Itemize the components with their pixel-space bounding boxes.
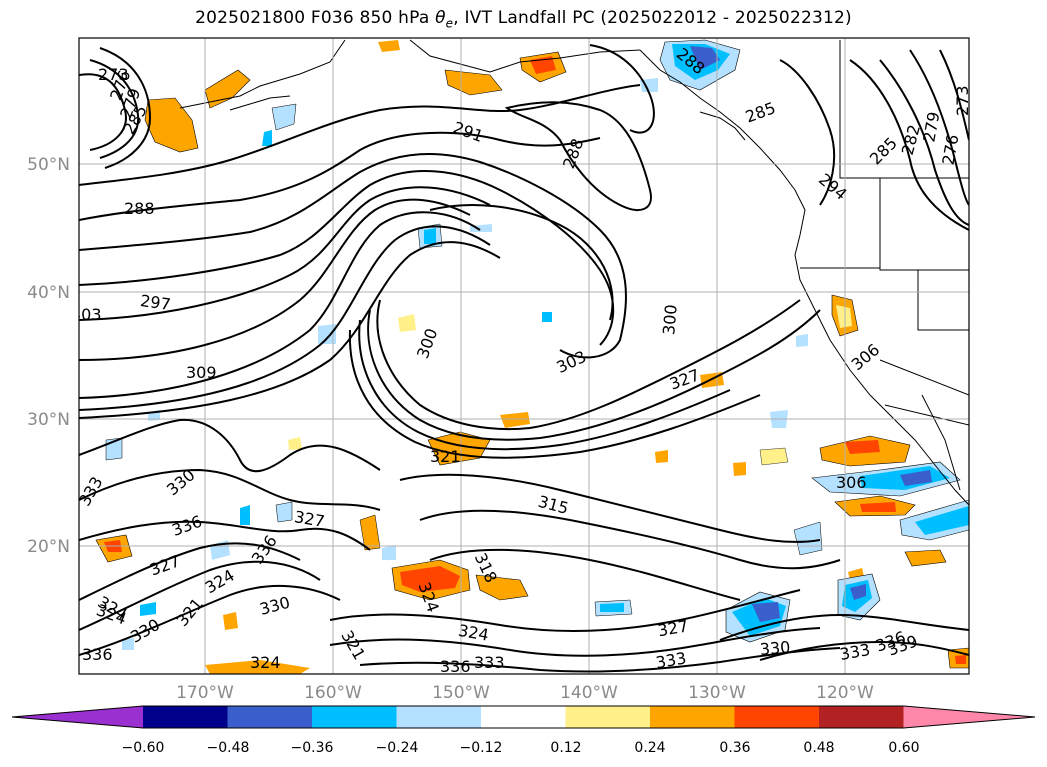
map-title: 2025021800 F036 850 hPa θe, IVT Landfall…: [0, 8, 1047, 30]
colorbar-tick: −0.48: [207, 740, 250, 756]
theta-e-contours: [79, 44, 969, 673]
negative-shading: [105, 39, 969, 650]
title-prefix: 2025021800 F036 850 hPa: [195, 8, 436, 28]
lat-label: 20°N: [27, 537, 70, 557]
colorbar-segment: [650, 706, 735, 728]
lon-label: 160°W: [304, 683, 362, 703]
title-suffix: , IVT Landfall PC (2025022012 - 20250223…: [453, 8, 852, 28]
colorbar-tick: 0.12: [550, 740, 581, 756]
colorbar-extend-max: [903, 706, 1035, 728]
lon-label: 130°W: [688, 683, 746, 703]
plot-frame: [78, 37, 970, 675]
colorbar-extend-min: [12, 706, 143, 728]
longitude-axis: 170°W 160°W 150°W 140°W 130°W 120°W: [176, 683, 874, 703]
colorbar-tick: −0.24: [376, 740, 419, 756]
colorbar-tick: 0.60: [888, 740, 919, 756]
colorbar-segment: [227, 706, 313, 728]
lon-label: 150°W: [432, 683, 490, 703]
colorbar-segment: [565, 706, 651, 728]
colorbar-tick: 0.24: [634, 740, 665, 756]
contour-label: 297: [139, 291, 172, 314]
contour-label: 324: [250, 653, 281, 672]
title-theta-sub: e: [445, 16, 454, 31]
colorbar-tick: −0.12: [460, 740, 503, 756]
colorbar-segment: [819, 706, 904, 728]
gridlines: [79, 38, 969, 674]
colorbar-segment: [312, 706, 397, 728]
colorbar-outline: [11, 705, 1036, 729]
lon-label: 120°W: [816, 683, 874, 703]
colorbar-segment: [734, 706, 820, 728]
contour-label: 309: [186, 363, 217, 382]
contour-label: 306: [836, 473, 867, 492]
contour-label: 288: [124, 199, 155, 218]
title-theta: θ: [435, 8, 446, 28]
colorbar-tick: −0.60: [122, 740, 165, 756]
contour-label: 300: [659, 304, 681, 336]
colorbar-tick-labels: −0.60 −0.48 −0.36 −0.24 −0.12 0.12 0.24 …: [122, 740, 920, 756]
contour-label: 336: [440, 657, 471, 676]
contour-label: 330: [759, 637, 791, 659]
lat-label: 40°N: [27, 283, 70, 303]
contour-label: 336: [82, 645, 113, 664]
lat-label: 50°N: [27, 155, 70, 175]
colorbar: [11, 705, 1036, 729]
latitude-axis: 50°N 40°N 30°N 20°N: [27, 155, 70, 557]
colorbar-segment: [396, 706, 482, 728]
lon-label: 140°W: [560, 683, 618, 703]
contour-label: 273: [953, 85, 972, 116]
lat-label: 30°N: [27, 410, 70, 430]
lon-label: 170°W: [176, 683, 234, 703]
colorbar-segment: [481, 706, 566, 728]
colorbar-tick: −0.36: [291, 740, 334, 756]
contour-label: 273: [98, 65, 129, 84]
plot-area: 273 276 279 285 288 291 288 288 285 285 …: [71, 38, 972, 676]
contour-label: 333: [474, 653, 505, 672]
colorbar-tick: 0.36: [719, 740, 750, 756]
colorbar-tick: 0.48: [803, 740, 834, 756]
contour-label: 303: [71, 305, 102, 324]
contour-label: 321: [430, 447, 461, 466]
coastlines: [179, 39, 969, 506]
colorbar-segment: [143, 706, 228, 728]
